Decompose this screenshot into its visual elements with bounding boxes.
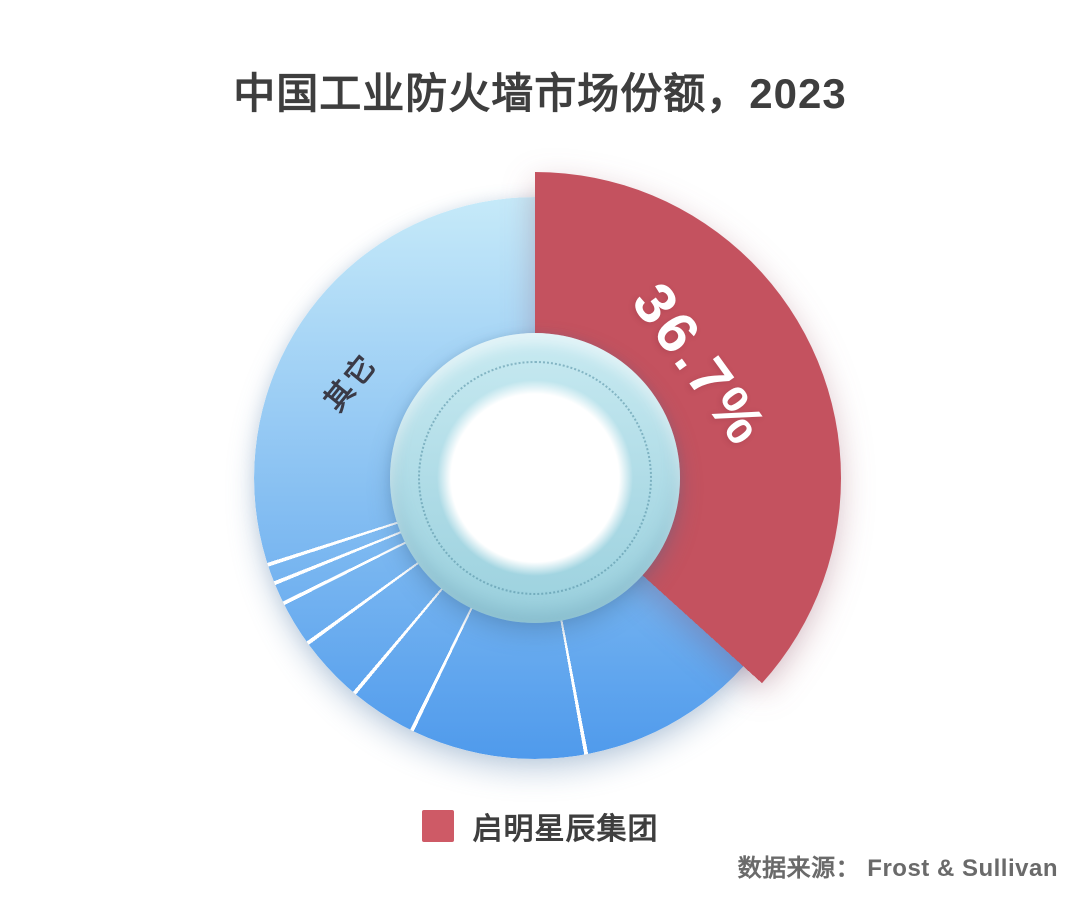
data-source: 数据来源： Frost & Sullivan bbox=[737, 855, 1058, 882]
donut-hole bbox=[435, 378, 635, 578]
legend-swatch[interactable] bbox=[421, 810, 454, 842]
chart-title: 中国工业防火墙市场份额，2023 bbox=[233, 70, 847, 117]
inner-ring bbox=[390, 333, 680, 623]
legend: 启明星辰集团 bbox=[0, 804, 1080, 848]
legend-label[interactable]: 启明星辰集团 bbox=[472, 813, 659, 846]
dotted-circle bbox=[418, 361, 652, 595]
